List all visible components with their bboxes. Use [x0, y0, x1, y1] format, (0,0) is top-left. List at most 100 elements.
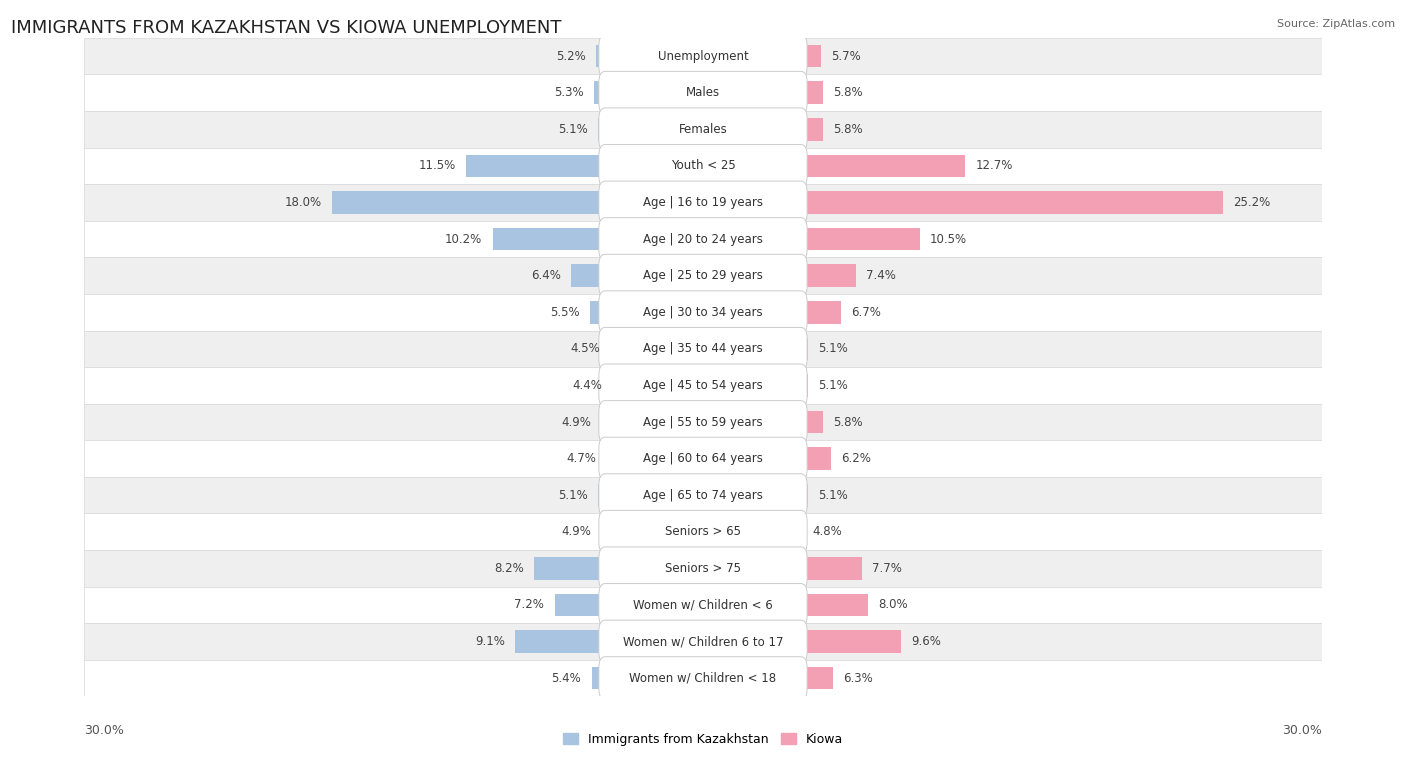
Bar [703, 118, 823, 141]
FancyBboxPatch shape [84, 660, 1322, 696]
Text: 5.1%: 5.1% [818, 342, 848, 355]
Bar [534, 557, 703, 580]
Bar [703, 484, 808, 506]
Text: 10.2%: 10.2% [446, 232, 482, 245]
Text: 6.7%: 6.7% [852, 306, 882, 319]
Bar [602, 411, 703, 433]
Text: 5.7%: 5.7% [831, 50, 860, 63]
Text: 4.5%: 4.5% [571, 342, 600, 355]
Text: 12.7%: 12.7% [976, 160, 1012, 173]
Text: Age | 35 to 44 years: Age | 35 to 44 years [643, 342, 763, 355]
Text: Age | 45 to 54 years: Age | 45 to 54 years [643, 379, 763, 392]
Text: Age | 60 to 64 years: Age | 60 to 64 years [643, 452, 763, 465]
Bar [703, 593, 868, 616]
FancyBboxPatch shape [599, 181, 807, 224]
Text: Seniors > 75: Seniors > 75 [665, 562, 741, 575]
Bar [492, 228, 703, 251]
Text: Males: Males [686, 86, 720, 99]
Text: 4.8%: 4.8% [813, 525, 842, 538]
Text: 6.3%: 6.3% [844, 671, 873, 684]
Bar [593, 82, 703, 104]
Bar [596, 45, 703, 67]
Text: 4.7%: 4.7% [565, 452, 596, 465]
Bar [465, 154, 703, 177]
Text: 5.1%: 5.1% [818, 379, 848, 392]
Bar [598, 118, 703, 141]
FancyBboxPatch shape [599, 510, 807, 553]
FancyBboxPatch shape [84, 587, 1322, 623]
Legend: Immigrants from Kazakhstan, Kiowa: Immigrants from Kazakhstan, Kiowa [558, 727, 848, 751]
Bar [703, 192, 1223, 213]
Text: 30.0%: 30.0% [1282, 724, 1322, 737]
Text: 5.2%: 5.2% [555, 50, 585, 63]
Text: Age | 16 to 19 years: Age | 16 to 19 years [643, 196, 763, 209]
Bar [703, 82, 823, 104]
Text: Females: Females [679, 123, 727, 136]
FancyBboxPatch shape [84, 148, 1322, 184]
Text: Unemployment: Unemployment [658, 50, 748, 63]
FancyBboxPatch shape [84, 74, 1322, 111]
FancyBboxPatch shape [599, 584, 807, 626]
Bar [703, 374, 808, 397]
Text: 4.9%: 4.9% [562, 525, 592, 538]
Text: IMMIGRANTS FROM KAZAKHSTAN VS KIOWA UNEMPLOYMENT: IMMIGRANTS FROM KAZAKHSTAN VS KIOWA UNEM… [11, 19, 562, 37]
Bar [703, 411, 823, 433]
Bar [703, 667, 832, 690]
FancyBboxPatch shape [599, 474, 807, 516]
FancyBboxPatch shape [84, 477, 1322, 513]
Text: 5.1%: 5.1% [818, 489, 848, 502]
Text: 25.2%: 25.2% [1233, 196, 1270, 209]
FancyBboxPatch shape [599, 547, 807, 590]
Bar [703, 301, 841, 323]
FancyBboxPatch shape [599, 291, 807, 334]
Bar [703, 264, 856, 287]
Text: 7.4%: 7.4% [866, 269, 896, 282]
Text: Age | 55 to 59 years: Age | 55 to 59 years [643, 416, 763, 428]
Text: 5.8%: 5.8% [832, 123, 862, 136]
FancyBboxPatch shape [84, 367, 1322, 403]
Text: 5.4%: 5.4% [551, 671, 581, 684]
FancyBboxPatch shape [599, 218, 807, 260]
FancyBboxPatch shape [599, 71, 807, 114]
Bar [612, 374, 703, 397]
Text: 10.5%: 10.5% [929, 232, 967, 245]
Text: Women w/ Children < 6: Women w/ Children < 6 [633, 599, 773, 612]
FancyBboxPatch shape [84, 441, 1322, 477]
Text: 11.5%: 11.5% [419, 160, 456, 173]
Text: 4.9%: 4.9% [562, 416, 592, 428]
Bar [606, 447, 703, 470]
Bar [703, 45, 821, 67]
FancyBboxPatch shape [84, 221, 1322, 257]
FancyBboxPatch shape [84, 38, 1322, 74]
Text: 7.2%: 7.2% [515, 599, 544, 612]
FancyBboxPatch shape [84, 623, 1322, 660]
Bar [703, 521, 801, 543]
Text: Age | 30 to 34 years: Age | 30 to 34 years [643, 306, 763, 319]
Text: Women w/ Children 6 to 17: Women w/ Children 6 to 17 [623, 635, 783, 648]
FancyBboxPatch shape [84, 550, 1322, 587]
Bar [703, 154, 965, 177]
FancyBboxPatch shape [599, 364, 807, 407]
Bar [703, 447, 831, 470]
FancyBboxPatch shape [84, 331, 1322, 367]
FancyBboxPatch shape [84, 184, 1322, 221]
FancyBboxPatch shape [599, 145, 807, 187]
FancyBboxPatch shape [599, 108, 807, 151]
FancyBboxPatch shape [84, 257, 1322, 294]
Text: 5.8%: 5.8% [832, 416, 862, 428]
Text: 5.1%: 5.1% [558, 123, 588, 136]
FancyBboxPatch shape [599, 328, 807, 370]
Text: 18.0%: 18.0% [284, 196, 322, 209]
FancyBboxPatch shape [84, 403, 1322, 441]
Text: Age | 65 to 74 years: Age | 65 to 74 years [643, 489, 763, 502]
Text: 8.2%: 8.2% [494, 562, 523, 575]
Bar [703, 557, 862, 580]
Text: 6.2%: 6.2% [841, 452, 872, 465]
FancyBboxPatch shape [599, 438, 807, 480]
Text: 4.4%: 4.4% [572, 379, 602, 392]
Text: 5.8%: 5.8% [832, 86, 862, 99]
Text: Age | 25 to 29 years: Age | 25 to 29 years [643, 269, 763, 282]
FancyBboxPatch shape [599, 254, 807, 297]
Text: Seniors > 65: Seniors > 65 [665, 525, 741, 538]
Bar [589, 301, 703, 323]
